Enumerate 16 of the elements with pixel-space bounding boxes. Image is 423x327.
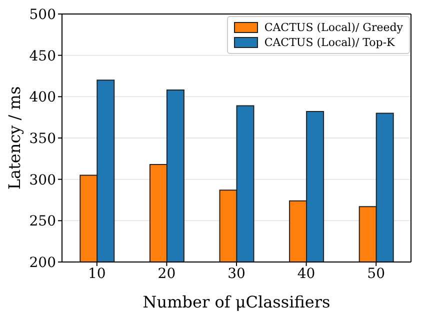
y-tick-label: 300 (29, 172, 56, 188)
y-tick-label: 250 (29, 214, 56, 230)
y-tick-label: 200 (29, 254, 56, 271)
x-tick-label: 50 (367, 266, 386, 282)
x-axis-title: Number of μClassifiers (142, 292, 330, 312)
x-tick-label: 20 (158, 266, 176, 282)
x-tick-label: 40 (297, 266, 316, 282)
y-tick-label: 400 (29, 90, 56, 106)
y-tick-label: 450 (29, 48, 56, 64)
y-axis-title: Latency / ms (5, 86, 24, 190)
legend-label: CACTUS (Local)/ Top-K (264, 35, 395, 50)
y-tick-label: 500 (29, 6, 56, 23)
legend-label: CACTUS (Local)/ Greedy (264, 20, 403, 35)
x-tick-label: 10 (88, 266, 106, 282)
y-tick-label: 350 (29, 130, 56, 147)
x-tick-label: 30 (228, 266, 246, 282)
